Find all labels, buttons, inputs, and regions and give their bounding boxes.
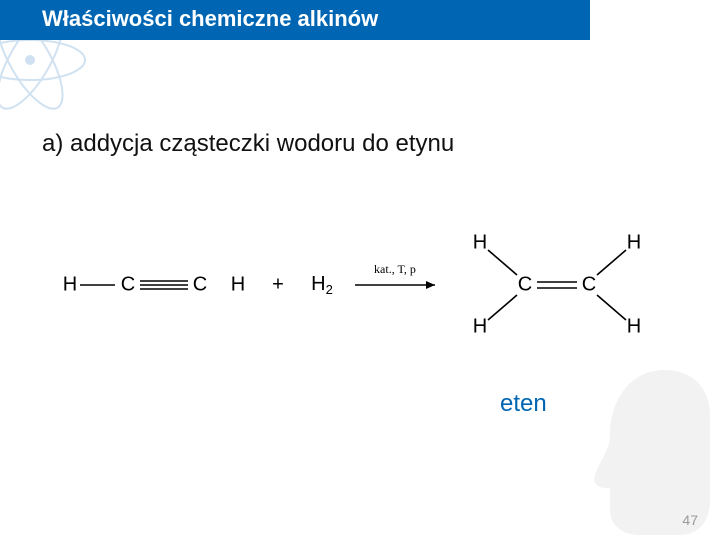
atom-H-left: H [63,273,77,295]
prod-C-right: C [582,273,596,295]
reaction-diagram: H C C H + H2 kat., T, p C [60,225,660,345]
reagent-H2: H2 [311,273,333,297]
atom-C-right: C [193,273,207,295]
reaction-arrow-head [426,281,435,289]
prod-H-tr: H [627,231,641,253]
page-number: 47 [682,512,698,528]
atom-H-right: H [231,273,245,295]
prod-H-bl: H [473,315,487,337]
slide: Właściwości chemiczne alkinów a) addycja… [0,0,720,540]
prod-bond-bl [488,295,517,320]
prod-C-left: C [518,273,532,295]
page-title: Właściwości chemiczne alkinów [42,6,378,32]
prod-H-br: H [627,315,641,337]
prod-H-tl: H [473,231,487,253]
arrow-conditions: kat., T, p [374,262,416,276]
subheading: a) addycja cząsteczki wodoru do etynu [42,130,454,158]
atom-C-left: C [121,273,135,295]
plus-sign: + [272,273,284,295]
prod-bond-br [597,295,626,320]
product-label: eten [500,390,547,418]
prod-bond-tl [488,250,517,275]
prod-bond-tr [597,250,626,275]
